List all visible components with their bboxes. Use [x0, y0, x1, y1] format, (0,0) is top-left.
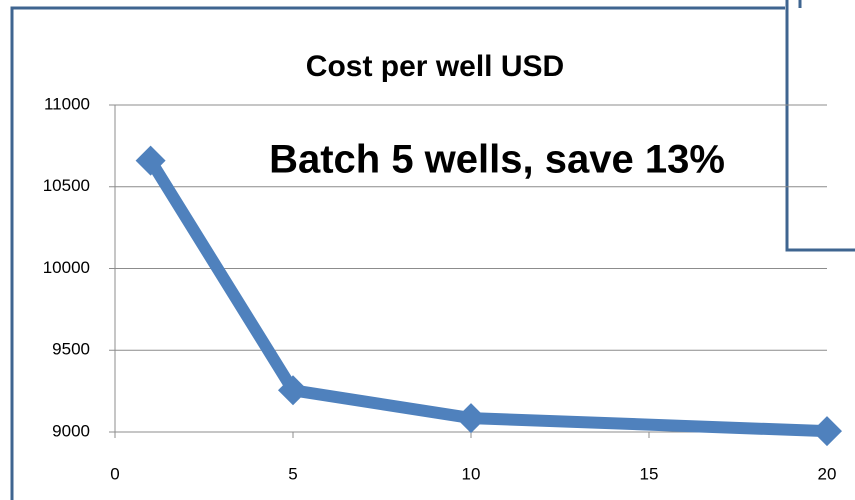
plot — [135, 145, 842, 447]
x-tick-label: 5 — [288, 464, 297, 483]
chart-title: Cost per well USD — [306, 50, 564, 83]
marker — [812, 416, 842, 447]
grid: 9000 9500 10000 10500 11000 0 5 10 15 20 — [43, 94, 837, 483]
frame — [10, 6, 785, 500]
marker — [456, 403, 486, 434]
line — [145, 157, 828, 438]
annotation: Batch 5 wells, save 13% — [269, 138, 725, 182]
x-tick-label: 0 — [110, 464, 119, 483]
marker — [278, 375, 308, 406]
x-tick-label: 15 — [640, 464, 659, 483]
x-tick-label: 10 — [462, 464, 481, 483]
y-tick-label: 9000 — [52, 421, 90, 440]
y-tick-label: 11000 — [44, 94, 90, 113]
y-tick-label: 9500 — [52, 340, 90, 359]
y-tick-label: 10500 — [43, 176, 90, 195]
y-tick-label: 10000 — [43, 258, 90, 277]
callout-frame — [785, 0, 855, 252]
x-tick-label: 20 — [818, 464, 837, 483]
marker — [135, 145, 166, 176]
